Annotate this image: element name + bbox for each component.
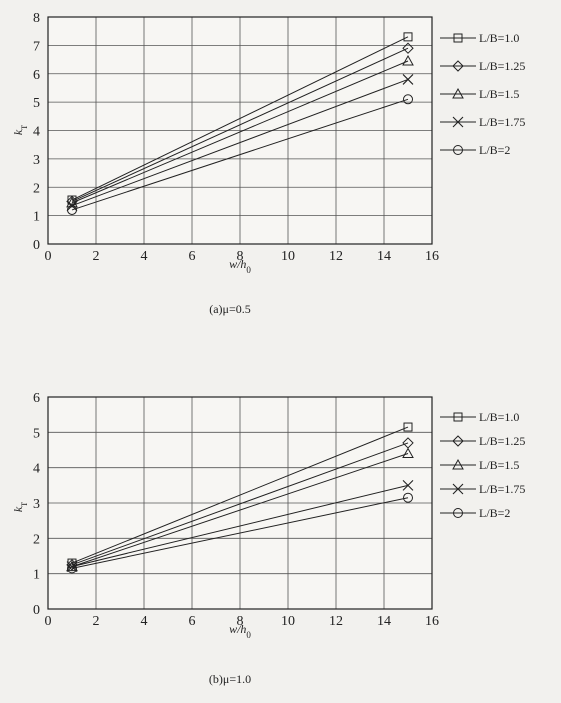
- x-tick-label: 0: [45, 249, 52, 264]
- legend-marker-diamond: [452, 435, 464, 447]
- data-point-square: [403, 32, 413, 42]
- data-point-circle: [67, 204, 77, 215]
- legend-label: L/B=1.0: [479, 31, 519, 45]
- y-tick-label: 5: [33, 96, 40, 111]
- x-tick-label: 10: [281, 614, 295, 629]
- y-axis-label: kT: [11, 125, 29, 135]
- series-line-circle: [71, 98, 409, 211]
- legend-label: L/B=1.75: [479, 115, 525, 129]
- x-tick-label: 12: [329, 249, 343, 264]
- series-line-square: [71, 426, 409, 564]
- legend-marker-circle: [453, 145, 463, 155]
- plot-frame: [47, 16, 433, 245]
- data-point-circle: [67, 563, 77, 574]
- chart-b: 0 2 4 6 8 10 12 14 160123456w/h0kTL/B=1.0L/B=1.2…: [11, 391, 525, 686]
- data-point-circle: [403, 94, 413, 105]
- y-tick-label: 6: [33, 391, 40, 406]
- legend-marker-square: [453, 33, 463, 43]
- data-point-diamond: [402, 42, 414, 54]
- plot-frame: [47, 396, 433, 610]
- legend-marker-x: [452, 116, 464, 128]
- series-line-triangle: [71, 453, 409, 568]
- legend-label: L/B=1.5: [479, 87, 519, 101]
- y-tick-label: 4: [33, 125, 40, 140]
- chart-a: 0 2 4 6 8 10 12 14 16012345678w/h0kTL/B=1.0L/B=1…: [11, 11, 525, 316]
- data-point-triangle: [66, 196, 78, 208]
- y-axis-label: kT: [11, 502, 29, 512]
- data-point-triangle: [402, 447, 414, 459]
- x-tick-label: 0: [45, 614, 52, 629]
- y-tick-label: 0: [33, 238, 40, 253]
- y-tick-label: 7: [33, 39, 40, 54]
- chart-caption: (b)μ=1.0: [209, 672, 251, 686]
- x-tick-label: 16: [425, 614, 439, 629]
- y-tick-label: 1: [33, 568, 40, 583]
- series-line-diamond: [71, 442, 409, 566]
- y-tick-label: 6: [33, 68, 40, 83]
- x-tick-label: 16: [425, 249, 439, 264]
- series-line-x: [71, 78, 409, 207]
- series-line-x: [71, 484, 409, 568]
- legend-label: L/B=1.25: [479, 434, 525, 448]
- legend-marker-diamond: [452, 60, 464, 72]
- legend-marker-triangle: [452, 87, 464, 99]
- chart-caption: (a)μ=0.5: [209, 302, 251, 316]
- series-line-square: [71, 36, 409, 201]
- x-tick-label: 14: [377, 249, 391, 264]
- legend-label: L/B=1.75: [479, 482, 525, 496]
- data-point-x: [66, 561, 78, 572]
- y-tick-label: 4: [33, 462, 40, 477]
- legend-label: L/B=2: [479, 506, 510, 520]
- x-tick-label: 4: [141, 249, 148, 264]
- legend: L/B=1.0 L/B=1.25 L/B=1.5 L/B=1.75 L/B=2: [440, 31, 525, 157]
- x-tick-label: 2: [93, 249, 100, 264]
- legend: L/B=1.0 L/B=1.25 L/B=1.5 L/B=1.75 L/B=2: [440, 410, 525, 520]
- series-line-circle: [71, 497, 409, 569]
- y-tick-label: 0: [33, 603, 40, 618]
- legend-label: L/B=1.25: [479, 59, 525, 73]
- y-tick-label: 8: [33, 11, 40, 26]
- x-tick-label: 10: [281, 249, 295, 264]
- x-tick-label: 8: [237, 249, 244, 264]
- data-point-triangle: [402, 54, 414, 66]
- x-tick-label: 2: [93, 614, 100, 629]
- x-tick-label: 8: [237, 614, 244, 629]
- x-tick-label: 4: [141, 614, 148, 629]
- data-point-x: [402, 74, 414, 85]
- series-line-triangle: [71, 60, 409, 204]
- y-tick-label: 2: [33, 532, 40, 547]
- data-point-circle: [403, 492, 413, 503]
- data-point-square: [403, 422, 413, 432]
- data-point-x: [402, 479, 414, 491]
- legend-marker-x: [452, 483, 464, 495]
- y-tick-label: 3: [33, 497, 40, 512]
- x-tick-label: 6: [189, 614, 196, 629]
- x-tick-label: 12: [329, 614, 343, 629]
- legend-marker-square: [453, 412, 463, 422]
- series-line-diamond: [71, 47, 409, 202]
- x-tick-label: 14: [377, 614, 391, 629]
- legend-marker-triangle: [452, 458, 464, 470]
- y-tick-label: 1: [33, 210, 40, 225]
- x-tick-label: 6: [189, 249, 196, 264]
- legend-label: L/B=1.0: [479, 410, 519, 424]
- y-tick-label: 5: [33, 426, 40, 441]
- x-axis-label: w/h0: [229, 622, 251, 640]
- y-tick-label: 2: [33, 181, 40, 196]
- y-tick-label: 3: [33, 153, 40, 168]
- legend-label: L/B=2: [479, 143, 510, 157]
- legend-label: L/B=1.5: [479, 458, 519, 472]
- legend-marker-circle: [453, 508, 463, 518]
- x-axis-label: w/h0: [229, 257, 251, 275]
